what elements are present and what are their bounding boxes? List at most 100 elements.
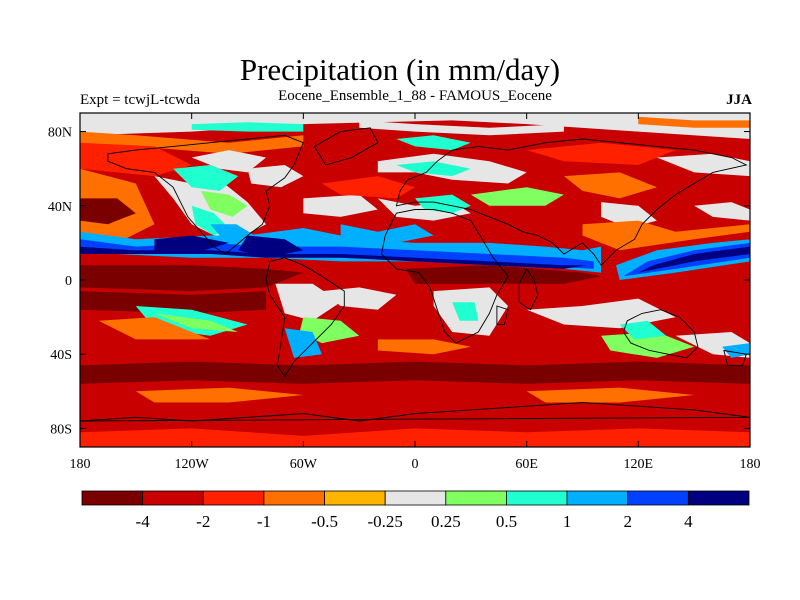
east-asia-orange xyxy=(582,220,750,251)
india-coastline xyxy=(518,268,539,311)
colorbar-swatch xyxy=(142,490,204,506)
colorbar-swatch xyxy=(384,490,447,506)
south-pacific-orange xyxy=(98,317,211,340)
lon-label: 180 xyxy=(740,457,761,472)
lon-label: 0 xyxy=(412,457,419,472)
siberia-red xyxy=(526,142,676,165)
arctic-cyan-patch xyxy=(191,122,304,132)
west-pacific-navy xyxy=(638,246,750,273)
colorbar-label: 0.25 xyxy=(431,512,461,531)
experiment-label: Expt = tcwjL-tcwda xyxy=(80,92,201,108)
north-atlantic-red xyxy=(321,176,415,199)
africa-coastline xyxy=(381,209,509,344)
colorbar-label: -0.5 xyxy=(311,512,338,531)
colorbar-swatch xyxy=(263,490,325,506)
colorbar-label: -4 xyxy=(136,512,151,531)
lat-label: 40N xyxy=(48,200,72,215)
australia-green xyxy=(601,332,695,358)
southern-indian-orange xyxy=(526,387,695,403)
latitude-labels: 80N 40N 0 40S 80S xyxy=(48,126,72,438)
lat-label: 80N xyxy=(48,126,72,141)
eurasia-coastline xyxy=(395,138,748,266)
mexico-lightblue xyxy=(210,224,255,247)
australia-cyan xyxy=(619,320,667,340)
canada-cyan xyxy=(173,165,239,191)
colorbar-label: -2 xyxy=(196,512,210,531)
arctic-east-orange xyxy=(638,116,750,128)
madagascar-coastline xyxy=(496,305,509,325)
canada-neutral xyxy=(191,150,267,173)
norwegian-sea-cyan xyxy=(396,135,471,151)
caribbean-navy xyxy=(238,235,304,258)
colorbar-label: 4 xyxy=(684,512,693,531)
lat-label: 0 xyxy=(65,274,72,289)
page-title: Precipitation (in mm/day) xyxy=(239,52,561,87)
southern-ocean-orange xyxy=(135,387,304,403)
equatorial-indian-darkred xyxy=(405,265,602,284)
south-atlantic-orange xyxy=(377,339,471,355)
longitude-labels: 180 120W 60W 0 60E 120E 180 xyxy=(70,457,761,472)
southern-ocean-darkred xyxy=(80,361,750,384)
arctic-grey-patch xyxy=(359,120,564,136)
map-ticks xyxy=(79,113,751,447)
coastlines xyxy=(80,127,750,422)
colorbar-swatch xyxy=(81,490,144,506)
south-america-coastline xyxy=(265,257,345,378)
north-america-coastline xyxy=(107,134,304,255)
colorbar-label: 0.5 xyxy=(496,512,517,531)
lat-label: 40S xyxy=(50,348,72,363)
great-plains-green xyxy=(201,190,248,217)
australia-coastline xyxy=(622,309,699,359)
equatorial-pacific-darkred xyxy=(80,265,304,292)
precipitation-field xyxy=(80,113,750,447)
colorbar-swatch xyxy=(324,490,386,506)
ensemble-label: Eocene_Ensemble_1_88 - FAMOUS_Eocene xyxy=(278,88,552,104)
labrador-neutral xyxy=(247,165,304,188)
southeast-pacific-green xyxy=(154,313,239,332)
south-america-neutral xyxy=(275,283,341,321)
central-asia-green xyxy=(470,187,564,206)
colorbar-swatch xyxy=(687,490,750,506)
south-pacific-darkred xyxy=(80,291,267,314)
season-label: JJA xyxy=(726,92,752,108)
mongolia-orange xyxy=(563,172,657,199)
arctic-neutral-band xyxy=(80,113,750,139)
colorbar: -4 -2 -1 -0.5 -0.25 0.25 0.5 1 2 4 xyxy=(81,490,750,531)
north-atlantic-neutral xyxy=(303,194,378,217)
lon-label: 60W xyxy=(290,457,318,472)
greenland-coastline xyxy=(313,127,379,166)
colorbar-swatch xyxy=(202,490,265,506)
colorbar-swatch xyxy=(566,490,629,506)
north-pacific-darkred xyxy=(80,198,136,225)
southwest-pacific-lightblue xyxy=(722,343,750,358)
lon-label: 120W xyxy=(175,457,210,472)
colorbar-label: -1 xyxy=(257,512,271,531)
antarctic-red xyxy=(80,428,750,447)
new-zealand-coastline xyxy=(723,349,747,366)
colorbar-swatch xyxy=(445,490,507,506)
itcz-navy-band xyxy=(80,246,587,269)
lon-label: 120E xyxy=(624,457,654,472)
lon-label: 180 xyxy=(70,457,91,472)
indian-ocean-neutral xyxy=(526,298,676,329)
colorbar-swatch xyxy=(506,490,568,506)
colorbar-label: -0.25 xyxy=(367,512,402,531)
colorbar-swatch xyxy=(627,490,689,506)
lon-label: 60E xyxy=(515,457,538,472)
subtropical-atlantic-lightblue xyxy=(340,224,434,243)
lat-label: 80S xyxy=(50,422,72,437)
south-atlantic-neutral xyxy=(321,287,397,310)
colorbar-label: 2 xyxy=(623,512,632,531)
antarctica-coastline xyxy=(80,402,750,422)
argentina-lightblue xyxy=(284,328,322,358)
scandinavia-cyan xyxy=(396,161,471,177)
china-neutral xyxy=(601,202,657,228)
northwest-pacific-neutral xyxy=(694,202,750,221)
northeast-siberia-neutral xyxy=(656,153,750,177)
east-pacific-navy xyxy=(154,235,229,254)
southern-africa-cyan xyxy=(452,302,479,321)
colorbar-label: 1 xyxy=(563,512,572,531)
arctic-orange-patch xyxy=(80,131,304,154)
north-pacific-red xyxy=(80,142,192,177)
